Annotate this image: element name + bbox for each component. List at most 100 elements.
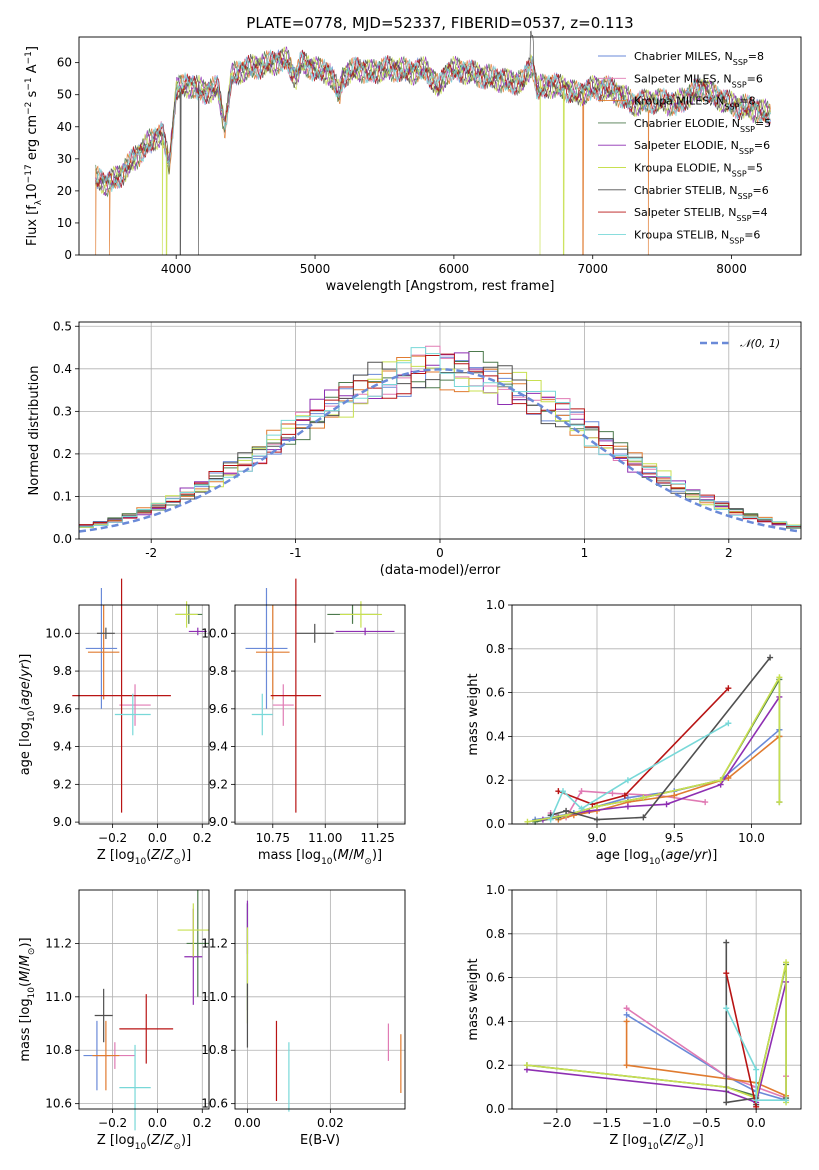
y-tick-label: 9.0 [209,815,228,829]
y-tick-label: 10.8 [45,1043,72,1057]
weight-series-line [550,657,771,821]
figure-title: PLATE=0778, MJD=52337, FIBERID=0537, z=0… [246,14,633,32]
y-tick-label: 0.0 [486,817,505,831]
y-tick-label: 0.5 [53,319,72,333]
weight-marker [776,799,783,806]
axes-frame [511,889,802,1110]
weight-marker [725,720,732,727]
y-tick-label: 10.0 [201,626,228,640]
histogram-series [79,347,801,528]
x-axis-label: (data-model)/error [380,563,501,578]
axes-frame [78,604,210,825]
y-tick-label: 9.0 [53,815,72,829]
weight-marker [783,959,790,966]
x-tick-label: 0.0 [148,1116,167,1130]
spectrum-panel: Chabrier MILES, NSSP=8 Salpeter MILES, NS… [24,30,802,294]
x-tick-label: −1.5 [592,1116,621,1130]
spectrum-series-line [95,49,771,192]
spectrum-legend: Chabrier MILES, NSSP=8 Salpeter MILES, NS… [598,50,771,245]
x-axis-label: Z [log10(Z/Z⊙)] [97,1133,191,1152]
y-tick-label: 0.2 [486,773,505,787]
age-vs-mass-marks [245,578,395,813]
y-tick-label: 1.0 [486,598,505,612]
y-tick-label: 10.6 [201,1097,228,1111]
legend-entry: Salpeter MILES, NSSP=6 [634,72,763,89]
y-tick-label: 10 [57,216,72,230]
weight-marker [702,799,709,806]
y-axis-label: mass weight [466,958,481,1040]
x-axis-label: age [log10(age/yr)] [596,848,718,867]
weight-series-line [527,674,781,823]
y-tick-label: 11.0 [45,990,72,1004]
legend-normal-label: 𝒩(0, 1) [740,337,780,350]
histogram-series [79,361,801,528]
y-tick-label: 0.0 [53,532,72,546]
mass-vs-Z-grid [79,890,209,1109]
mass-vs-ebv-marks [246,900,402,1112]
y-tick-label: 0.1 [53,489,72,503]
age-vs-mass-panel: 10.75 11.00 11.25 9.0 9.2 9.4 9.6 9.8 10.0 mass [… [201,578,406,867]
weight-marker [623,1018,630,1025]
axes-frame [78,36,802,256]
x-tick-label: 7000 [577,262,608,276]
y-tick-label: 0.0 [486,1102,505,1116]
x-axis-label: wavelength [Angstrom, rest frame] [326,279,555,294]
weight-marker [725,775,732,782]
x-tick-label: 0.0 [747,1116,766,1130]
weight-marker [624,803,631,810]
weight-marker [594,816,600,823]
legend-entry: Chabrier STELIB, NSSP=6 [634,184,769,201]
mass-vs-extinction-panel: 0.00 0.02 10.6 10.8 11.0 11.2 E(B-V) [201,889,406,1148]
y-tick-label: 11.2 [201,936,228,950]
y-tick-label: 9.6 [209,702,228,716]
x-tick-label: 4000 [161,262,192,276]
legend-entry: Salpeter ELODIE, NSSP=6 [634,139,770,156]
x-tick-label: 11.00 [308,831,342,845]
weight-marker [621,792,628,799]
x-tick-label: 6000 [439,262,470,276]
y-axis-label: mass weight [466,673,481,755]
y-tick-label: 0.6 [486,686,505,700]
y-tick-label: 9.8 [53,664,72,678]
weight-marker [723,1005,730,1012]
axes-frame [234,604,406,825]
y-axis-label: Flux [fλ10−17 erg cm−2 s−1 A−1] [24,46,44,246]
y-tick-label: 9.2 [209,777,228,791]
y-tick-label: 9.8 [209,664,228,678]
y-tick-label: 0.8 [486,927,505,941]
x-tick-label: 2 [725,546,733,560]
x-tick-label: 0.00 [234,1116,261,1130]
y-tick-label: 0 [64,248,72,262]
mass-vs-ebv-grid [235,890,405,1109]
legend-entry: Chabrier MILES, NSSP=8 [634,50,764,67]
x-axis-label: Z [log10(Z/Z⊙)] [97,848,191,867]
x-tick-label: 0 [436,546,444,560]
spectrum-series-line [95,46,771,197]
weight-marker [560,788,566,795]
x-tick-label: −0.5 [692,1116,721,1130]
x-tick-label: 5000 [300,262,331,276]
spectrum-series-line [95,49,771,188]
weight-marker [725,685,732,692]
y-tick-label: 9.6 [53,702,72,716]
weight-marker [717,777,724,784]
y-tick-label: 0.2 [53,447,72,461]
weight-marker [624,777,631,784]
y-tick-label: 10.8 [201,1043,228,1057]
residuals-marks [78,345,802,533]
y-tick-label: 0.3 [53,404,72,418]
axes-frame [78,321,802,540]
weight-marker [663,801,670,808]
weight-marker [578,788,585,795]
x-tick-label: 0.2 [193,831,212,845]
weight-series-line [625,1021,787,1097]
x-tick-label: -1 [290,546,302,560]
x-tick-label: 10.0 [738,831,765,845]
y-tick-label: 0.6 [486,971,505,985]
weight-series-line [626,1014,787,1101]
x-tick-label: 0.0 [148,831,167,845]
y-axis-label: Normed distribution [27,366,42,496]
age-vs-Z-marks [72,578,207,813]
y-tick-label: 0.4 [53,362,72,376]
mass-vs-metallicity-panel: −0.2 0.0 0.2 10.6 10.8 11.0 11.2 Z [log10(Z/Z⊙)… [18,889,212,1152]
